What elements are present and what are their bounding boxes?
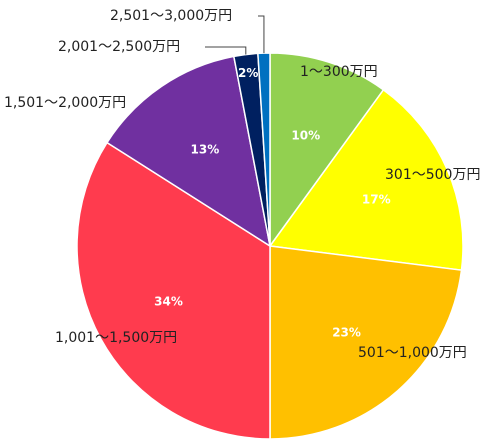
- category-label: 1,001～1,500万円: [55, 330, 177, 346]
- category-label: 1,501～2,000万円: [4, 95, 126, 111]
- pie-slice: [269, 52, 385, 249]
- value-label: 17%: [362, 193, 391, 207]
- pie-slice: [269, 245, 463, 440]
- category-label: 501～1,000万円: [358, 345, 467, 361]
- value-label: 10%: [291, 128, 320, 142]
- leader-line: [205, 46, 247, 55]
- category-label: 1～300万円: [300, 64, 378, 80]
- leader-line: [258, 15, 265, 54]
- value-label: 23%: [332, 325, 361, 339]
- value-label: 13%: [191, 143, 220, 157]
- category-label: 301～500万円: [385, 167, 480, 183]
- value-label: 34%: [154, 294, 183, 308]
- category-label: 2,501～3,000万円: [110, 8, 232, 24]
- pie-slice: [268, 88, 464, 272]
- category-label: 2,001～2,500万円: [58, 39, 180, 55]
- value-label: 2%: [238, 66, 258, 80]
- pie-slice: [106, 55, 272, 248]
- pie-slice: [76, 141, 271, 440]
